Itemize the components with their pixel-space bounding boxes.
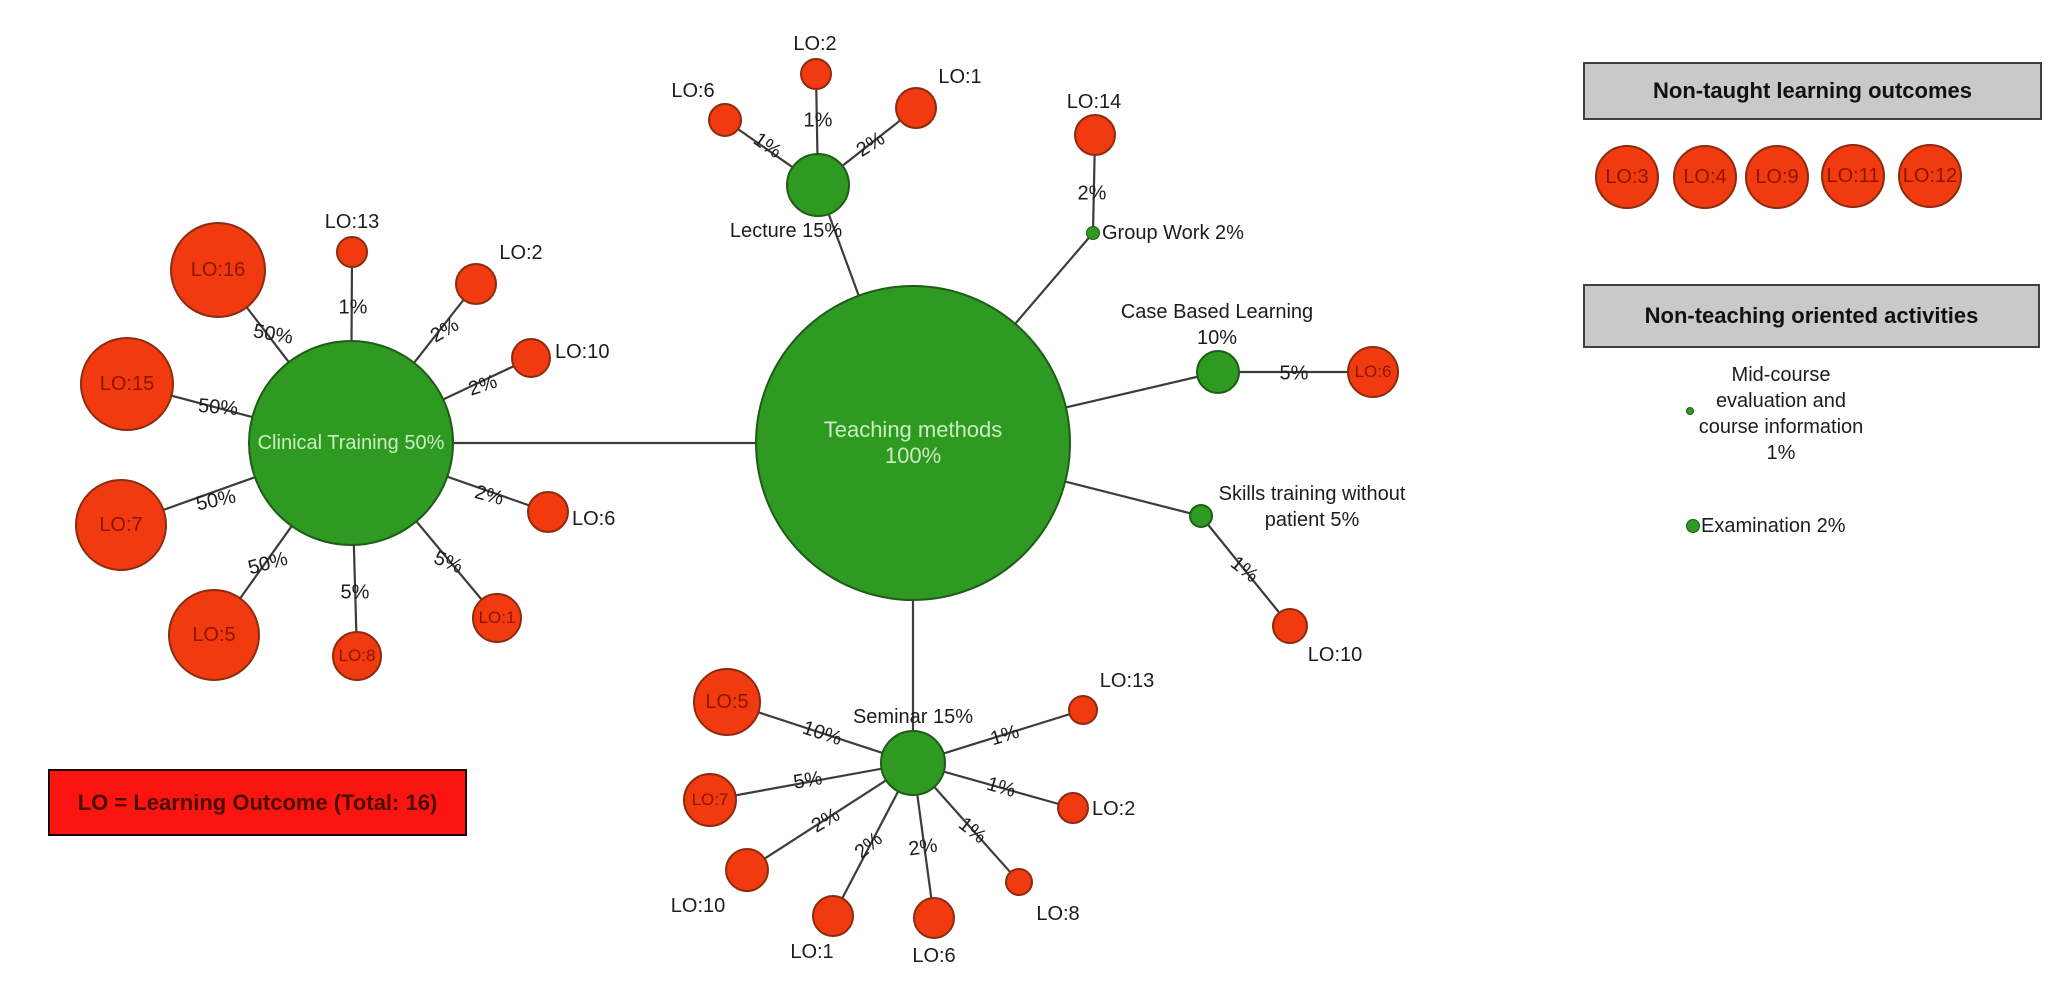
node-s5-circle: LO:5: [693, 668, 761, 736]
node-n9-label: LO:9: [1755, 166, 1799, 188]
node-lecture-circle: [786, 153, 850, 217]
node-skills-label: Skills training without patient 5%: [1218, 483, 1406, 531]
node-midcourse-circle: [1686, 407, 1694, 415]
node-c5-label: LO:5: [192, 624, 236, 646]
node-n3-label: LO:3: [1605, 166, 1649, 188]
node-l1-label: LO:1: [938, 66, 982, 88]
edge-label-lecture-l2: 1%: [803, 109, 833, 132]
node-c16-circle: LO:16: [170, 222, 266, 318]
node-n4-circle: LO:4: [1673, 145, 1737, 209]
node-c6-circle: [527, 491, 569, 533]
node-c7-circle: LO:7: [75, 479, 167, 571]
node-s8-circle: [1005, 868, 1033, 896]
node-c10-circle: [511, 338, 551, 378]
edge-label-casebased-cb6: 5%: [1279, 362, 1309, 385]
node-casebased-circle: [1196, 350, 1240, 394]
non-teaching-activities-header: Non-teaching oriented activities: [1583, 284, 2040, 348]
node-c13-label: LO:13: [324, 211, 380, 233]
edge-label-clinical-c15: 50%: [197, 394, 239, 421]
node-seminar-circle: [880, 730, 946, 796]
node-s7-circle: LO:7: [683, 773, 737, 827]
node-teaching-label: 100%: [884, 443, 942, 468]
node-casebased-label: Case Based Learning 10%: [1120, 301, 1314, 349]
node-c6-label: LO:6: [572, 508, 616, 530]
edge-label-clinical-c13: 1%: [338, 296, 368, 319]
node-n11-circle: LO:11: [1821, 144, 1885, 208]
node-s1-circle: [812, 895, 854, 937]
node-l2-circle: [800, 58, 832, 90]
node-l6-circle: [708, 103, 742, 137]
node-clinical-circle: Clinical Training 50%: [248, 340, 454, 546]
node-teaching-circle: Teaching methods 100%: [755, 285, 1071, 601]
node-exam-circle: [1686, 519, 1700, 533]
node-c1-label: LO:1: [478, 607, 516, 627]
node-s13-label: LO:13: [1099, 670, 1155, 692]
edge-label-clinical-c8: 5%: [340, 581, 370, 604]
node-c13-circle: [336, 236, 368, 268]
node-exam-label: Examination 2%: [1701, 515, 1846, 537]
node-c5-circle: LO:5: [168, 589, 260, 681]
node-s8-label: LO:8: [1036, 903, 1080, 925]
node-c16-label: LO:16: [190, 259, 246, 281]
node-s10-label: LO:10: [670, 895, 726, 917]
node-l14-circle: [1074, 114, 1116, 156]
node-sk10-label: LO:10: [1307, 644, 1363, 666]
node-groupwork-label: Group Work 2%: [1102, 222, 1244, 244]
node-n11-label: LO:11: [1826, 165, 1880, 187]
node-teaching-label: Teaching methods: [823, 416, 1003, 442]
node-s6-label: LO:6: [912, 945, 956, 967]
node-n9-circle: LO:9: [1745, 145, 1809, 209]
legend-text: LO = Learning Outcome (Total: 16): [77, 789, 438, 815]
node-c10-label: LO:10: [555, 341, 610, 363]
node-s2-circle: [1057, 792, 1089, 824]
node-skills-circle: [1189, 504, 1213, 528]
node-s10-circle: [725, 848, 769, 892]
node-s1-label: LO:1: [790, 941, 834, 963]
edge-seminar-s7: [709, 761, 914, 802]
node-n3-circle: LO:3: [1595, 145, 1659, 209]
node-c2-circle: [455, 263, 497, 305]
node-s13-circle: [1068, 695, 1098, 725]
node-n12-circle: LO:12: [1898, 144, 1962, 208]
node-midcourse-label: Mid-course evaluation and course informa…: [1698, 364, 1864, 464]
node-c8-circle: LO:8: [332, 631, 382, 681]
node-l2-label: LO:2: [793, 33, 837, 55]
non-teaching-activities-title: Non-teaching oriented activities: [1644, 303, 1979, 328]
node-sk10-circle: [1272, 608, 1308, 644]
legend-box: LO = Learning Outcome (Total: 16): [48, 769, 467, 836]
node-lecture-label: Lecture 15%: [729, 220, 843, 242]
node-s2-label: LO:2: [1092, 798, 1136, 820]
node-c15-label: LO:15: [99, 373, 155, 395]
node-s5-label: LO:5: [705, 691, 749, 713]
node-groupwork-circle: [1086, 226, 1100, 240]
node-l1-circle: [895, 87, 937, 129]
edge-skills-sk10: [1200, 515, 1291, 627]
node-c15-circle: LO:15: [80, 337, 174, 431]
node-n12-label: LO:12: [1902, 165, 1958, 187]
node-s6-circle: [913, 897, 955, 939]
node-n4-label: LO:4: [1683, 166, 1727, 188]
node-s7-label: LO:7: [691, 789, 729, 809]
non-taught-outcomes-title: Non-taught learning outcomes: [1653, 78, 1972, 103]
node-cb6-label: LO:6: [1354, 361, 1392, 381]
node-c8-label: LO:8: [338, 645, 376, 665]
edge-label-seminar-s6: 2%: [907, 834, 939, 861]
node-l14-label: LO:14: [1066, 91, 1122, 113]
node-l6-label: LO:6: [671, 80, 715, 102]
edge-label-groupwork-l14: 2%: [1077, 182, 1107, 205]
node-seminar-label: Seminar 15%: [852, 706, 974, 728]
node-cb6-circle: LO:6: [1347, 346, 1399, 398]
non-taught-outcomes-header: Non-taught learning outcomes: [1583, 62, 2042, 120]
node-c2-label: LO:2: [499, 242, 543, 264]
node-clinical-label: Clinical Training 50%: [257, 432, 445, 454]
node-c1-circle: LO:1: [472, 593, 522, 643]
edge-label-seminar-s7: 5%: [791, 767, 825, 794]
node-c7-label: LO:7: [99, 514, 143, 536]
